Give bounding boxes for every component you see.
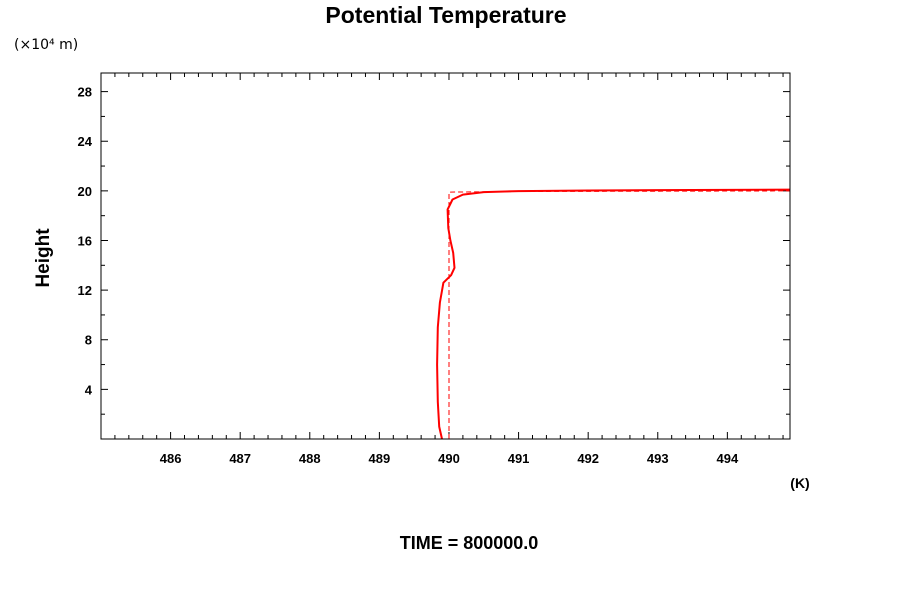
y-axis-unit: (×10⁴ m) (14, 37, 78, 53)
x-tick-label: 491 (508, 451, 530, 466)
potential-temperature-line (436, 188, 791, 440)
x-axis-unit: (K) (790, 475, 809, 491)
y-tick-label: 8 (85, 333, 92, 348)
x-tick-label: 490 (438, 451, 460, 466)
x-tick-label: 494 (717, 451, 739, 466)
x-tick-label: 488 (299, 451, 321, 466)
time-label: TIME = 800000.0 (400, 533, 539, 553)
x-tick-label: 492 (577, 451, 599, 466)
initial-profile-dashed-line (448, 190, 791, 439)
y-tick-label: 12 (78, 283, 92, 298)
y-tick-label: 28 (78, 85, 92, 100)
chart-title: Potential Temperature (325, 2, 566, 28)
x-tick-label: 486 (160, 451, 182, 466)
tick-labels: 486 487 488 489 490 491 492 493 494 4 8 12 16 20 24 28 (78, 85, 739, 466)
y-tick-label: 4 (85, 382, 93, 397)
data-series (436, 188, 791, 440)
y-axis-label: Height (33, 228, 54, 288)
x-tick-label: 487 (229, 451, 251, 466)
x-tick-label: 489 (369, 451, 391, 466)
y-tick-label: 24 (78, 134, 93, 149)
axis-ticks (100, 73, 790, 439)
plot-frame (100, 72, 791, 440)
y-tick-label: 20 (78, 184, 92, 199)
x-tick-label: 493 (647, 451, 669, 466)
y-tick-label: 16 (78, 233, 92, 248)
